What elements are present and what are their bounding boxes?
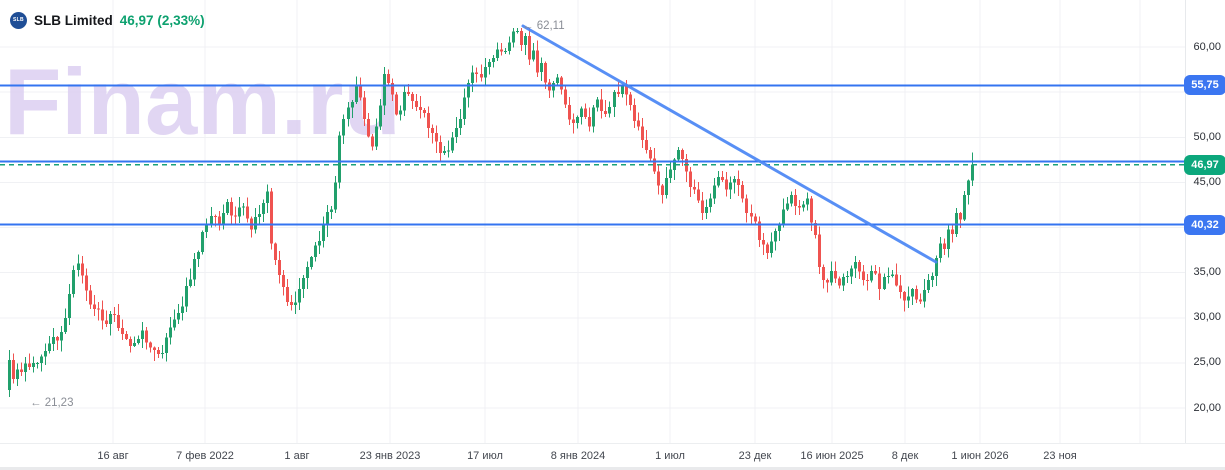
price-axis-tick: 35,00: [1193, 266, 1221, 279]
bottom-divider: [0, 467, 1225, 470]
price-axis-tick: 25,00: [1193, 356, 1221, 369]
instrument-name: SLB Limited: [34, 12, 113, 28]
slb-logo-icon: SLB: [10, 11, 27, 29]
time-axis-tick: 16 авг: [97, 450, 129, 462]
time-axis-tick: 1 авг: [284, 450, 310, 462]
time-axis-tick: 8 дек: [891, 450, 919, 462]
time-axis-tick: 1 июл: [655, 450, 685, 462]
drawing-overlays: [0, 24, 1185, 264]
high-annotation: ← 62,11: [522, 20, 565, 32]
time-axis-tick: 17 июл: [467, 450, 503, 462]
instrument-header: SLB SLB Limited 46,97 (2,33%): [10, 10, 205, 30]
watermark: Finam.ru: [4, 49, 401, 154]
time-axis-tick: 16 июн 2025: [800, 450, 864, 462]
instrument-price: 46,97 (2,33%): [120, 13, 205, 28]
candlestick-series[interactable]: [8, 28, 974, 397]
price-axis-tick: 45,00: [1193, 175, 1221, 188]
level-price-badge: 55,75: [1184, 75, 1225, 96]
current-price-badge: 46,97: [1184, 154, 1225, 175]
price-axis[interactable]: 60,00 50,00 45,00 35,00 30,00 25,00 20,00 55,75…: [1184, 0, 1225, 443]
time-axis-tick: 7 фев 2022: [176, 450, 234, 462]
time-axis-tick: 1 июн 2026: [951, 450, 1009, 462]
chart-canvas[interactable]: Finam.ru: [0, 0, 1185, 443]
price-axis-tick: 50,00: [1193, 130, 1221, 143]
trend-line[interactable]: [521, 24, 938, 264]
low-annotation: ← 21,23: [30, 397, 74, 409]
change-percent: (2,33%): [157, 12, 205, 28]
last-price: 46,97: [119, 12, 154, 28]
level-price-badge: 40,32: [1184, 214, 1225, 235]
time-axis[interactable]: 16 авг 7 фев 2022 1 авг 23 янв 2023 17 июл 8 …: [0, 443, 1225, 468]
grid-lines: [0, 0, 1185, 443]
price-axis-tick: 20,00: [1193, 401, 1221, 414]
time-axis-tick: 23 янв 2023: [359, 450, 421, 462]
time-axis-tick: 23 дек: [738, 450, 772, 462]
price-axis-tick: 60,00: [1193, 40, 1221, 53]
price-axis-tick: 30,00: [1193, 311, 1221, 324]
time-axis-tick: 8 янв 2024: [550, 450, 606, 462]
time-axis-tick: 23 ноя: [1043, 450, 1077, 462]
